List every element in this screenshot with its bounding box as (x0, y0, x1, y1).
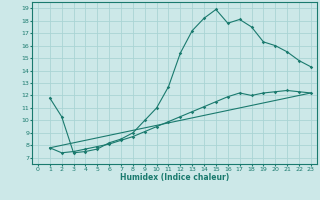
X-axis label: Humidex (Indice chaleur): Humidex (Indice chaleur) (120, 173, 229, 182)
